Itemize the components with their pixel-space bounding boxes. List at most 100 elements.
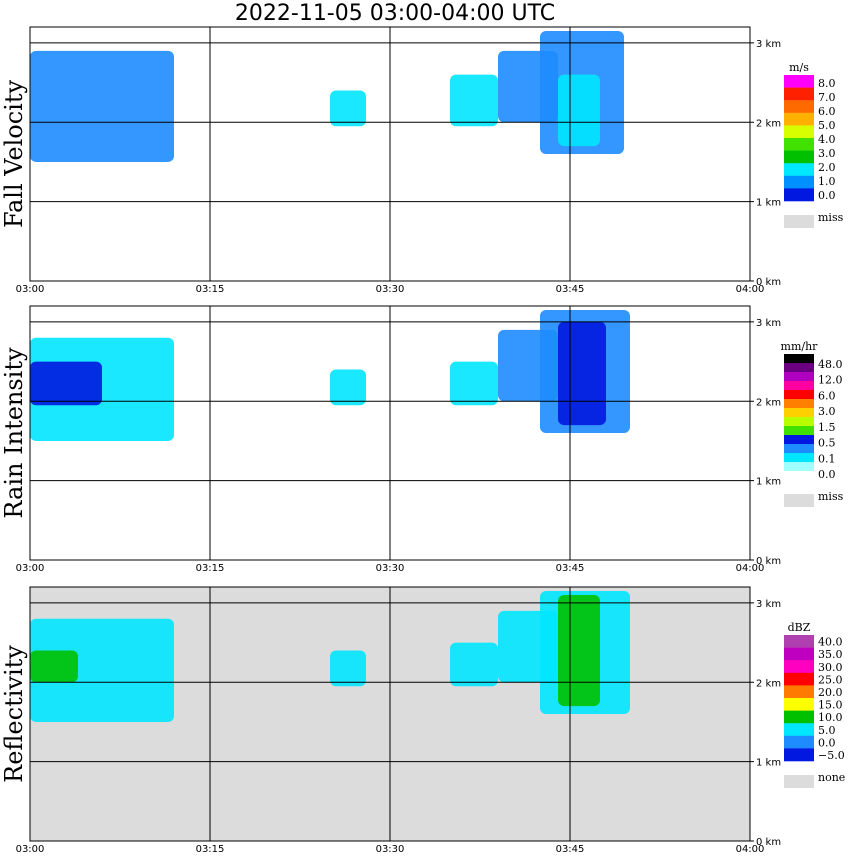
legend-label: 5.0 [818,119,836,132]
legend-swatch [784,426,814,436]
legend-swatch [784,453,814,463]
panel-2-frame [29,305,751,561]
legend-label: 8.0 [818,77,836,90]
legend-swatch [784,672,814,686]
legend-swatch [784,698,814,711]
panel-1-frame [29,26,751,282]
echo-region-2-4 [450,361,498,406]
legend-label: 0.0 [818,736,836,749]
y-tick-label: 3 km [756,599,781,610]
x-tick-label: 03:15 [196,844,225,855]
legend-swatch [784,87,814,101]
legend-swatch [784,471,814,481]
legend-swatch [784,710,814,724]
echo-region-1-3 [450,74,498,127]
y-tick-label: 3 km [756,39,781,50]
legend-label: 3.0 [818,405,836,418]
legend-swatch [784,372,814,382]
legend-swatch [784,435,814,445]
x-tick-label: 03:45 [556,563,585,574]
legend-unit: m/s [789,61,809,74]
legend-unit: dBZ [788,621,811,634]
legend-label: 5.0 [818,724,836,737]
x-tick-label: 04:00 [736,563,765,574]
legend-swatch [784,125,814,139]
legend-missing-label: miss [818,211,844,224]
legend-swatch [784,390,814,400]
legend-swatch [784,175,814,189]
echo-region-3-4 [450,642,498,687]
x-tick-label: 03:00 [16,563,45,574]
legend-label: 0.5 [818,437,836,450]
y-tick-label: 0 km [756,277,781,288]
legend-label: 6.0 [818,105,836,118]
legend-label: 3.0 [818,147,836,160]
legend-label: −5.0 [818,749,845,762]
legend-missing-label: none [818,771,845,784]
legend-missing-label: miss [818,490,844,503]
legend-label: 6.0 [818,389,836,402]
echo-region-2-3 [330,369,366,406]
x-tick-label: 03:45 [556,844,585,855]
echo-region-3-3 [330,650,366,687]
y-tick-label: 1 km [756,477,781,488]
echo-region-1-2 [330,90,366,127]
y-tick-label: 1 km [756,758,781,769]
panel-2-ylabel: Rain Intensity [0,347,28,519]
panel-3-frame [29,586,751,842]
y-tick-label: 2 km [756,397,781,408]
legend-label: 1.0 [818,175,836,188]
legend-label: 20.0 [818,686,843,699]
legend-label: 0.1 [818,452,836,465]
legend-label: 4.0 [818,133,836,146]
x-tick-label: 03:30 [376,563,405,574]
legend-swatch [784,138,814,151]
y-tick-label: 2 km [756,678,781,689]
y-tick-label: 1 km [756,198,781,209]
legend-swatch [784,381,814,391]
legend-label: 2.0 [818,161,836,174]
legend-swatch [784,735,814,749]
panel-1-ylabel: Fall Velocity [0,80,28,229]
legend-swatch [784,647,814,661]
legend-swatch [784,150,814,164]
legend-swatch [784,417,814,427]
legend-label: 0.0 [818,189,836,202]
legend-label: 0.0 [818,468,836,481]
x-tick-label: 03:15 [196,284,225,295]
legend-swatch [784,408,814,418]
legend-swatch [784,635,814,648]
echo-region-1-6 [558,74,600,147]
legend-swatch [784,399,814,409]
legend-swatch [784,723,814,737]
x-tick-label: 04:00 [736,284,765,295]
echo-region-3-2 [30,650,78,683]
y-tick-label: 0 km [756,837,781,848]
legend-label: 30.0 [818,661,843,674]
legend-swatch [784,163,814,177]
legend-label: 7.0 [818,91,836,104]
legend-unit: mm/hr [781,340,819,353]
legend-missing-swatch [784,775,814,788]
legend-label: 25.0 [818,673,843,686]
panel-3-ylabel: Reflectivity [0,645,28,783]
echo-region-2-7 [558,321,606,426]
legend-swatch [784,100,814,114]
legend-swatch [784,660,814,674]
legend-swatch [784,462,814,472]
legend-swatch [784,75,814,88]
x-tick-label: 03:30 [376,844,405,855]
legend-label: 12.0 [818,374,843,387]
echo-region-2-2 [30,361,102,406]
echo-region-3-7 [558,594,600,707]
legend-label: 10.0 [818,711,843,724]
legend-missing-swatch [784,215,814,228]
legend-label: 48.0 [818,358,843,371]
x-tick-label: 03:45 [556,284,585,295]
legend-label: 40.0 [818,636,843,649]
legend-label: 35.0 [818,648,843,661]
echo-region-1-1 [30,50,174,162]
legend-label: 15.0 [818,699,843,712]
y-tick-label: 0 km [756,556,781,567]
